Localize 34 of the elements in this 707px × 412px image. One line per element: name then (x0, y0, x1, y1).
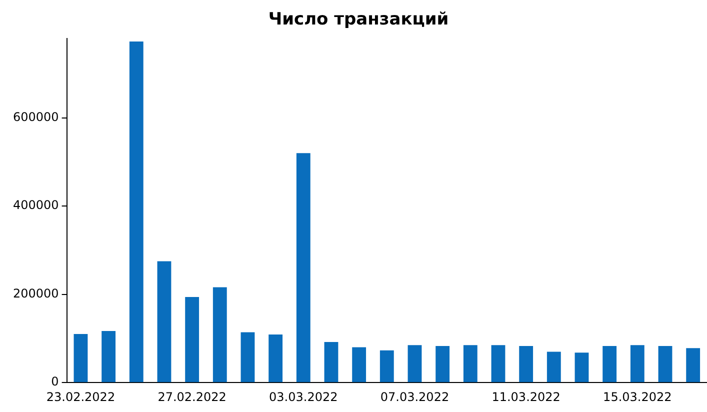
bar (658, 346, 672, 382)
bar (602, 346, 617, 382)
y-tick-label: 0 (51, 374, 59, 389)
y-tick-label: 400000 (12, 198, 59, 212)
bar (324, 342, 338, 382)
bar (408, 345, 422, 382)
x-tick-label: 07.03.2022 (380, 390, 450, 404)
bar (240, 332, 255, 382)
chart-title: Число транзакций (268, 10, 449, 30)
bar (463, 345, 478, 382)
x-tick-label: 03.03.2022 (269, 390, 338, 404)
y-tick-label: 200000 (12, 286, 59, 300)
bar (686, 348, 700, 382)
bar (352, 347, 366, 382)
bar (574, 352, 589, 382)
bar (546, 352, 561, 382)
x-tick-label: 23.02.2022 (46, 390, 116, 404)
bar (129, 41, 144, 382)
x-tick-label: 15.03.2022 (603, 390, 672, 404)
bar (185, 296, 200, 382)
bar (491, 345, 506, 382)
bar (74, 334, 88, 382)
bar (102, 330, 116, 382)
bar (268, 334, 283, 382)
x-tick-label: 11.03.2022 (492, 390, 560, 404)
x-tick-label: 27.02.2022 (158, 390, 226, 404)
y-tick-label: 600000 (12, 110, 59, 124)
bar (212, 287, 227, 382)
bar (380, 350, 394, 382)
bar (519, 346, 534, 382)
bar (630, 345, 644, 382)
bar (296, 153, 310, 382)
bar (157, 261, 172, 382)
bar (436, 346, 450, 382)
